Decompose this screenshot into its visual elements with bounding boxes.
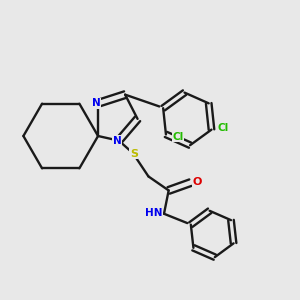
Text: S: S [130, 149, 138, 159]
Text: HN: HN [145, 208, 163, 218]
Text: Cl: Cl [172, 132, 183, 142]
Text: N: N [113, 136, 122, 146]
Text: N: N [92, 98, 100, 108]
Text: O: O [193, 177, 202, 187]
Text: Cl: Cl [218, 123, 229, 133]
